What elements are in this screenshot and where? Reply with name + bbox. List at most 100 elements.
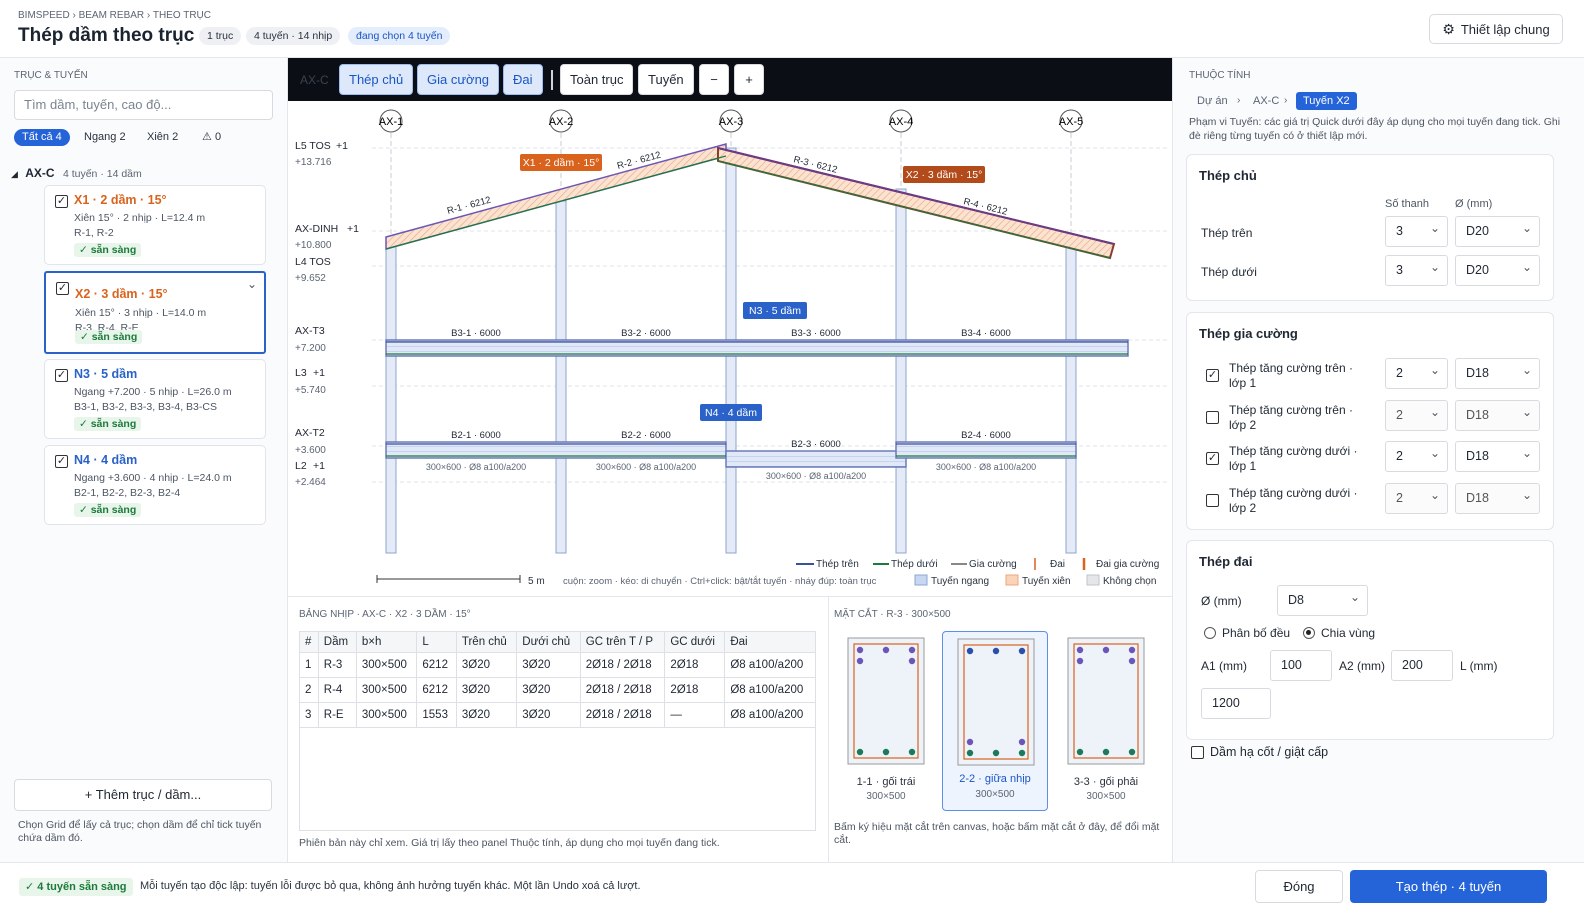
table-cell: 300×500 (355, 652, 418, 678)
bottom-count-select[interactable]: 3 (1385, 253, 1448, 286)
beam-label: B2-1 · 6000 (451, 430, 501, 441)
line-info: Xiên 15° · 3 nhịp · L=14.0 m (75, 307, 207, 319)
level-name: L3 (295, 367, 307, 379)
tab-main-rebar[interactable]: Thép chủ (339, 64, 414, 95)
search-input[interactable]: Tìm dầm, tuyến, cao độ... (14, 90, 273, 120)
level-plus: +1 (313, 460, 325, 472)
drop-beam-checkbox[interactable] (1191, 746, 1204, 759)
filter-warning[interactable]: ⚠ 0 (194, 129, 229, 146)
toolbar-divider (551, 70, 553, 90)
line-tags[interactable]: X1 · 2 dầm · 15° X2 · 3 dầm · 15° N3 · 5… (520, 154, 985, 421)
level-elev: +3.600 (295, 445, 326, 456)
reinf-checkbox[interactable]: ✓ (1206, 452, 1219, 465)
table-cell: 2Ø18 / 2Ø18 (579, 702, 666, 728)
bottom-dia-select[interactable]: D20 (1455, 253, 1540, 286)
roof-beams[interactable] (385, 143, 1116, 260)
section-title: MẶT CẮT · R-3 · 300×500 (834, 609, 951, 620)
zoom-in-button[interactable]: + (734, 64, 764, 95)
close-button[interactable]: Đóng (1255, 870, 1343, 903)
top-dia-select[interactable]: D20 (1455, 214, 1540, 247)
col-header: Dầm (317, 631, 357, 653)
top-rebar-label: Thép trên (1201, 226, 1253, 240)
status-badge: ✓ sẵn sàng (74, 503, 142, 517)
tab-reinforcement[interactable]: Gia cường (417, 64, 500, 95)
line-checkbox[interactable]: ✓ (56, 282, 69, 295)
reinf-count-select[interactable]: 2 (1385, 356, 1448, 389)
top-count-select[interactable]: 3 (1385, 214, 1448, 247)
col-header: # (299, 631, 319, 653)
tab-stirrup[interactable]: Đai (503, 64, 543, 95)
settings-button[interactable]: ⚙ Thiết lập chung (1429, 14, 1563, 44)
line-checkbox[interactable]: ✓ (55, 369, 68, 382)
add-axis-button[interactable]: + Thêm trục / dầm... (14, 779, 272, 811)
crumb-axis[interactable]: AX-C (1253, 95, 1280, 107)
line-card-n4[interactable]: ✓ N4 · 4 dầm Ngang +3.600 · 4 nhịp · L=2… (44, 445, 266, 525)
section-drawing (1067, 637, 1145, 765)
section-panel: MẶT CẮT · R-3 · 300×500 1-1 · gối trái 3… (828, 596, 1172, 862)
l-input[interactable]: 1200 (1201, 688, 1271, 719)
table-row[interactable]: 2 R-4 300×500 6212 3Ø20 3Ø20 2Ø18 / 2Ø18 2Ø18 Ø8… (299, 677, 816, 703)
toolbar-axis-label: AX-C (300, 73, 329, 87)
group-axc[interactable]: ◢ AX-C 4 tuyến · 14 dầm (11, 166, 142, 180)
table-cell: Ø8 a100/a200 (724, 652, 816, 678)
create-rebar-button[interactable]: Tạo thép · 4 tuyến (1350, 870, 1547, 903)
floor-t3-beams[interactable] (385, 339, 1129, 357)
zoom-out-button[interactable]: − (699, 64, 729, 95)
section-name: 2-2 · giữa nhịp (959, 773, 1031, 785)
footer: ✓ 4 tuyến sẵn sàng Mỗi tuyến tạo độc lập… (0, 862, 1584, 921)
reinf-checkbox[interactable] (1206, 410, 1219, 424)
drop-beam-label: Dầm hạ cốt / giật cấp (1210, 745, 1329, 759)
reinf-checkbox[interactable] (1206, 493, 1219, 507)
reinf-count-select[interactable]: 2 (1385, 398, 1448, 431)
stirrup-title: Thép đai (1199, 554, 1253, 569)
a1-input[interactable]: 100 (1270, 650, 1332, 681)
reinf-count-select[interactable]: 2 (1385, 481, 1448, 514)
filter-horizontal[interactable]: Ngang 2 (84, 131, 126, 143)
level-plus: +1 (347, 223, 359, 235)
section-card-3[interactable]: 3-3 · gối phải 300×500 (1051, 631, 1161, 811)
section-dim: 300×500 (866, 791, 906, 802)
reinf-dia-select[interactable]: D18 (1455, 481, 1540, 514)
table-cell: R-4 (317, 677, 357, 703)
crumb-line[interactable]: Tuyến X2 (1296, 92, 1357, 110)
line-card-n3[interactable]: ✓ N3 · 5 dầm Ngang +7.200 · 5 nhịp · L=2… (44, 359, 266, 439)
reinf-dia-select[interactable]: D18 (1455, 356, 1540, 389)
reinf-dia-select[interactable]: D18 (1455, 439, 1540, 472)
fit-line-button[interactable]: Tuyến (638, 64, 694, 95)
filter-all[interactable]: Tất cả 4 (14, 129, 70, 146)
line-title: X1 · 2 dầm · 15° (74, 193, 167, 207)
fit-axis-button[interactable]: Toàn trục (560, 64, 634, 95)
reinf-checkbox[interactable]: ✓ (1206, 369, 1219, 382)
stirrup-dia-select[interactable]: D8 (1277, 583, 1368, 616)
table-row[interactable]: 3 R-E 300×500 1553 3Ø20 3Ø20 2Ø18 / 2Ø18— Ø8 a1… (299, 702, 816, 728)
axis-bubble-label: AX-4 (889, 116, 913, 128)
section-card-2-selected[interactable]: 2-2 · giữa nhịp 300×500 (942, 631, 1048, 811)
breadcrumb[interactable]: BIMSPEED › BEAM REBAR › THEO TRỤC (18, 10, 211, 21)
floor-t2-labels: B2-1 · 6000 B2-2 · 6000 B2-3 · 6000 B2-4… (451, 430, 1011, 450)
reinf-dia-select[interactable]: D18 (1455, 398, 1540, 431)
tag-x2: X2 · 3 dầm · 15° (906, 169, 983, 181)
line-card-x1[interactable]: ✓ X1 · 2 dầm · 15° Xiên 15° · 2 nhịp · L… (44, 185, 266, 265)
crumb-project[interactable]: Dự án (1197, 95, 1228, 107)
zoned-label: Chia vùng (1321, 626, 1376, 640)
line-card-x2[interactable]: ✓ X2 · 3 dầm · 15° Xiên 15° · 3 nhịp · L… (44, 270, 266, 354)
level-name: AX-DINH (295, 223, 338, 235)
floor-t2-beams[interactable] (385, 441, 1077, 468)
section-name: 3-3 · gối phải (1073, 776, 1139, 788)
reinf-count-select[interactable]: 2 (1385, 439, 1448, 472)
filter-inclined[interactable]: Xiên 2 (147, 131, 179, 143)
section-card-1[interactable]: 1-1 · gối trái 300×500 (831, 631, 1011, 811)
settings-label: Thiết lập chung (1460, 21, 1550, 37)
zoned-radio[interactable] (1303, 627, 1315, 639)
elevation-canvas[interactable]: AX-1 AX-2 AX-3 AX-4 AX-5 L5 TOS +1 +13.71… (288, 101, 1172, 595)
a2-input[interactable]: 200 (1391, 650, 1453, 681)
col-dia-label: Ø (mm) (1455, 198, 1493, 210)
uniform-radio[interactable] (1204, 627, 1216, 639)
line-checkbox[interactable]: ✓ (55, 455, 68, 468)
table-cell: 2Ø18 / 2Ø18 (579, 652, 666, 678)
table-row[interactable]: 1 R-3 300×500 6212 3Ø20 3Ø20 2Ø18 / 2Ø18 2Ø18 Ø8… (299, 652, 816, 678)
table-cell: 2Ø18 (664, 652, 726, 678)
level-elev: +13.716 (295, 157, 332, 168)
line-checkbox[interactable]: ✓ (55, 195, 68, 208)
axis-bubbles[interactable]: AX-1 AX-2 AX-3 AX-4 AX-5 (379, 109, 1083, 133)
